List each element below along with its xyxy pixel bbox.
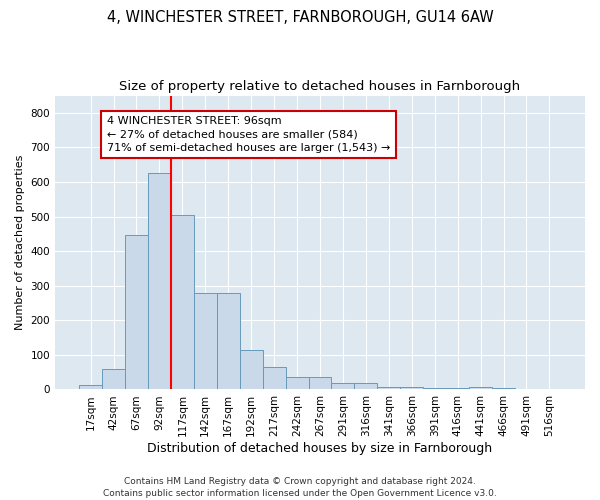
Bar bbox=[79, 386, 102, 390]
Text: 4, WINCHESTER STREET, FARNBOROUGH, GU14 6AW: 4, WINCHESTER STREET, FARNBOROUGH, GU14 … bbox=[107, 10, 493, 25]
Bar bbox=[263, 367, 286, 390]
Bar bbox=[400, 386, 423, 390]
X-axis label: Distribution of detached houses by size in Farnborough: Distribution of detached houses by size … bbox=[148, 442, 493, 455]
Bar bbox=[148, 174, 171, 390]
Y-axis label: Number of detached properties: Number of detached properties bbox=[15, 155, 25, 330]
Bar bbox=[102, 370, 125, 390]
Bar bbox=[446, 388, 469, 390]
Bar bbox=[377, 386, 400, 390]
Bar bbox=[331, 382, 355, 390]
Bar bbox=[355, 382, 377, 390]
Bar bbox=[217, 292, 240, 390]
Bar bbox=[423, 388, 446, 390]
Bar bbox=[538, 389, 561, 390]
Text: Contains HM Land Registry data © Crown copyright and database right 2024.
Contai: Contains HM Land Registry data © Crown c… bbox=[103, 476, 497, 498]
Bar bbox=[308, 376, 331, 390]
Bar bbox=[492, 388, 515, 390]
Bar bbox=[125, 234, 148, 390]
Bar bbox=[286, 376, 308, 390]
Title: Size of property relative to detached houses in Farnborough: Size of property relative to detached ho… bbox=[119, 80, 521, 93]
Bar bbox=[194, 292, 217, 390]
Bar bbox=[469, 387, 492, 390]
Text: 4 WINCHESTER STREET: 96sqm
← 27% of detached houses are smaller (584)
71% of sem: 4 WINCHESTER STREET: 96sqm ← 27% of deta… bbox=[107, 116, 390, 152]
Bar bbox=[171, 215, 194, 390]
Bar bbox=[240, 350, 263, 390]
